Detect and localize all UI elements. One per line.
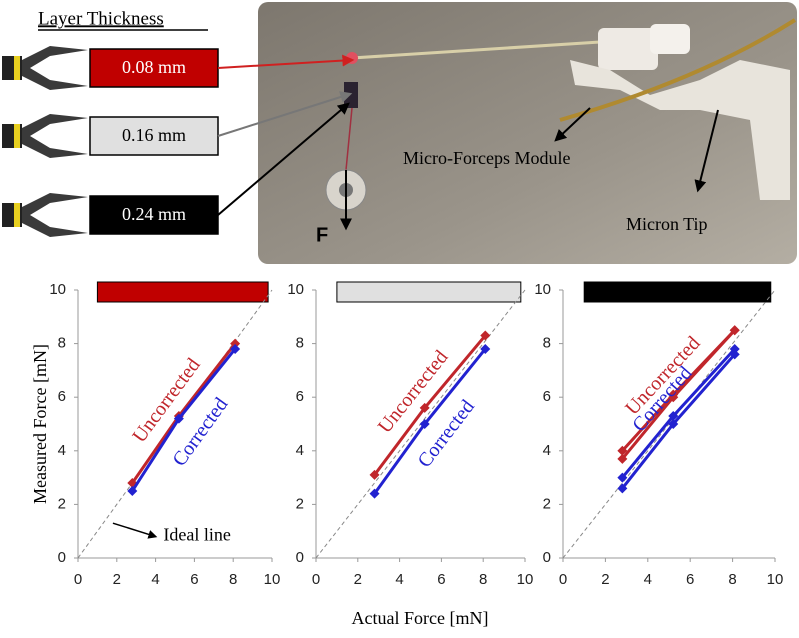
panel-title: Layer Thickness <box>38 8 164 29</box>
y-tick-label: 8 <box>58 335 66 352</box>
gripper-jaw <box>22 46 88 90</box>
gripper-jaw <box>22 193 88 237</box>
x-tick-label: 8 <box>229 571 237 588</box>
x-tick-label: 10 <box>767 571 784 588</box>
y-tick-label: 0 <box>543 549 551 566</box>
module-label: Micro-Forceps Module <box>403 148 570 168</box>
x-axis-label: Actual Force [mN] <box>352 608 489 628</box>
y-tick-label: 8 <box>543 335 551 352</box>
x-tick-label: 4 <box>395 571 403 588</box>
layer-panel: Layer Thickness <box>38 8 208 30</box>
y-tick-label: 6 <box>296 388 304 405</box>
y-tick-label: 10 <box>49 281 66 298</box>
module-cap <box>650 24 690 54</box>
x-tick-label: 6 <box>437 571 445 588</box>
module-body <box>598 28 658 70</box>
y-tick-label: 6 <box>58 388 66 405</box>
y-tick-label: 4 <box>296 442 304 459</box>
gripper-band <box>14 56 20 80</box>
annotation: Ideal line <box>163 525 230 545</box>
y-tick-label: 10 <box>287 281 304 298</box>
x-tick-label: 10 <box>517 571 534 588</box>
y-tick-label: 2 <box>543 495 551 512</box>
y-tick-label: 4 <box>58 442 66 459</box>
x-tick-label: 0 <box>74 571 82 588</box>
layer-label: 0.16 mm <box>122 125 186 145</box>
x-tick-label: 0 <box>559 571 567 588</box>
x-tick-label: 4 <box>644 571 652 588</box>
y-tick-label: 6 <box>543 388 551 405</box>
y-tick-label: 2 <box>58 495 66 512</box>
x-tick-label: 8 <box>479 571 487 588</box>
thickness-bar <box>97 282 268 302</box>
y-tick-label: 0 <box>296 549 304 566</box>
x-tick-label: 4 <box>151 571 159 588</box>
gripper-band <box>14 203 20 227</box>
x-tick-label: 6 <box>686 571 694 588</box>
series-annotation: Corrected <box>168 394 232 471</box>
gripper-band <box>14 124 20 148</box>
annotation-arrow <box>113 523 156 536</box>
y-tick-label: 2 <box>296 495 304 512</box>
figure: Layer Thickness F Micro-Forceps Module M… <box>0 0 799 638</box>
y-axis-label: Measured Force [mN] <box>30 344 50 504</box>
thickness-bar <box>584 282 771 302</box>
photo-bg <box>258 2 797 264</box>
tip-label: Micron Tip <box>626 214 708 234</box>
x-tick-label: 2 <box>354 571 362 588</box>
y-tick-label: 8 <box>296 335 304 352</box>
layer-label: 0.08 mm <box>122 57 186 77</box>
photo: F Micro-Forceps Module Micron Tip <box>258 2 797 264</box>
thickness-bar <box>337 282 521 302</box>
x-tick-label: 10 <box>264 571 281 588</box>
force-label: F <box>316 224 328 246</box>
x-tick-label: 2 <box>601 571 609 588</box>
layer-label: 0.24 mm <box>122 204 186 224</box>
y-tick-label: 4 <box>543 442 551 459</box>
x-tick-label: 2 <box>113 571 121 588</box>
gripper-jaw <box>22 114 88 158</box>
tip <box>346 52 358 64</box>
y-tick-label: 10 <box>534 281 551 298</box>
x-tick-label: 6 <box>190 571 198 588</box>
y-tick-label: 0 <box>58 549 66 566</box>
x-tick-label: 0 <box>312 571 320 588</box>
x-tick-label: 8 <box>728 571 736 588</box>
